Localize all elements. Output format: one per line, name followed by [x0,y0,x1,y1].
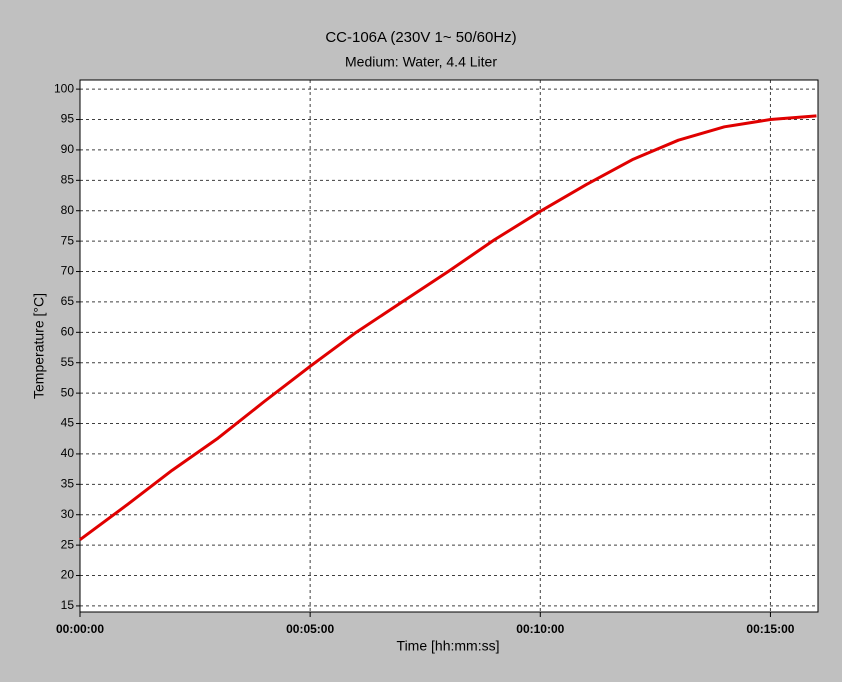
y-axis-label: Temperature [°C] [31,293,47,399]
y-tick-label: 75 [61,233,75,247]
y-tick-label: 95 [61,112,75,126]
x-axis-label: Time [hh:mm:ss] [397,638,500,654]
y-tick-label: 45 [61,416,75,430]
y-tick-label: 100 [54,81,74,95]
y-tick-label: 20 [61,568,75,582]
y-tick-label: 15 [61,598,75,612]
plot-area [79,79,819,613]
x-tick-label: 00:00:00 [56,622,104,636]
y-tick-label: 60 [61,324,75,338]
chart-subtitle: Medium: Water, 4.4 Liter [345,54,497,70]
y-tick-label: 65 [61,294,75,308]
y-tick-label: 35 [61,476,75,490]
y-tick-label: 50 [61,385,75,399]
y-tick-label: 85 [61,172,75,186]
y-tick-label: 80 [61,203,75,217]
x-tick-label: 00:15:00 [746,622,794,636]
y-tick-label: 40 [61,446,75,460]
y-tick-label: 25 [61,537,75,551]
y-tick-label: 30 [61,507,75,521]
y-tick-label: 55 [61,355,75,369]
data-line [79,114,817,541]
y-tick-label: 90 [61,142,75,156]
x-tick-label: 00:10:00 [516,622,564,636]
y-tick-label: 70 [61,264,75,278]
x-tick-label: 00:05:00 [286,622,334,636]
chart-title: CC-106A (230V 1~ 50/60Hz) [325,29,516,46]
